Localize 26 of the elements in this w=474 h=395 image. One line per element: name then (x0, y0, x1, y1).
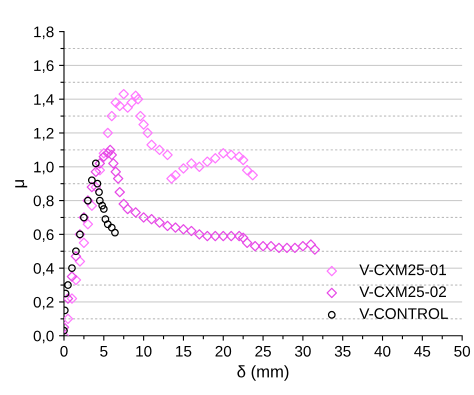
y-tick-label: 0,4 (34, 263, 54, 276)
legend-label: V-CONTROL (359, 308, 448, 319)
x-axis-title: δ (mm) (237, 365, 288, 381)
x-tick-label: 25 (255, 346, 271, 357)
y-tick-label: 1,2 (34, 128, 54, 140)
x-tick-label: 10 (136, 346, 152, 357)
x-tick-label: 20 (216, 346, 232, 357)
y-tick-label: 0,8 (34, 195, 54, 208)
x-tick-label: 40 (374, 346, 390, 357)
x-tick-label: 0 (60, 346, 68, 357)
legend-label: V-CXM25-02 (359, 286, 446, 298)
x-tick-label: 50 (454, 346, 470, 357)
x-tick-label: 35 (334, 346, 351, 357)
x-tick-label: 5 (100, 346, 108, 357)
y-tick-label: 1,8 (34, 26, 54, 40)
y-tick-label: 0,2 (34, 296, 54, 310)
x-tick-label: 15 (176, 346, 192, 357)
y-tick-label: 1,6 (34, 60, 54, 73)
y-tick-label: 0,0 (34, 330, 54, 344)
x-tick-label: 45 (414, 346, 430, 357)
y-tick-label: 1,4 (34, 94, 54, 107)
legend-label: V-CXM25-01 (359, 264, 446, 276)
y-axis-title: μ (15, 180, 28, 188)
y-tick-label: 0,6 (34, 229, 54, 242)
x-tick-label: 30 (294, 346, 311, 357)
y-tick-label: 1,0 (34, 162, 54, 174)
